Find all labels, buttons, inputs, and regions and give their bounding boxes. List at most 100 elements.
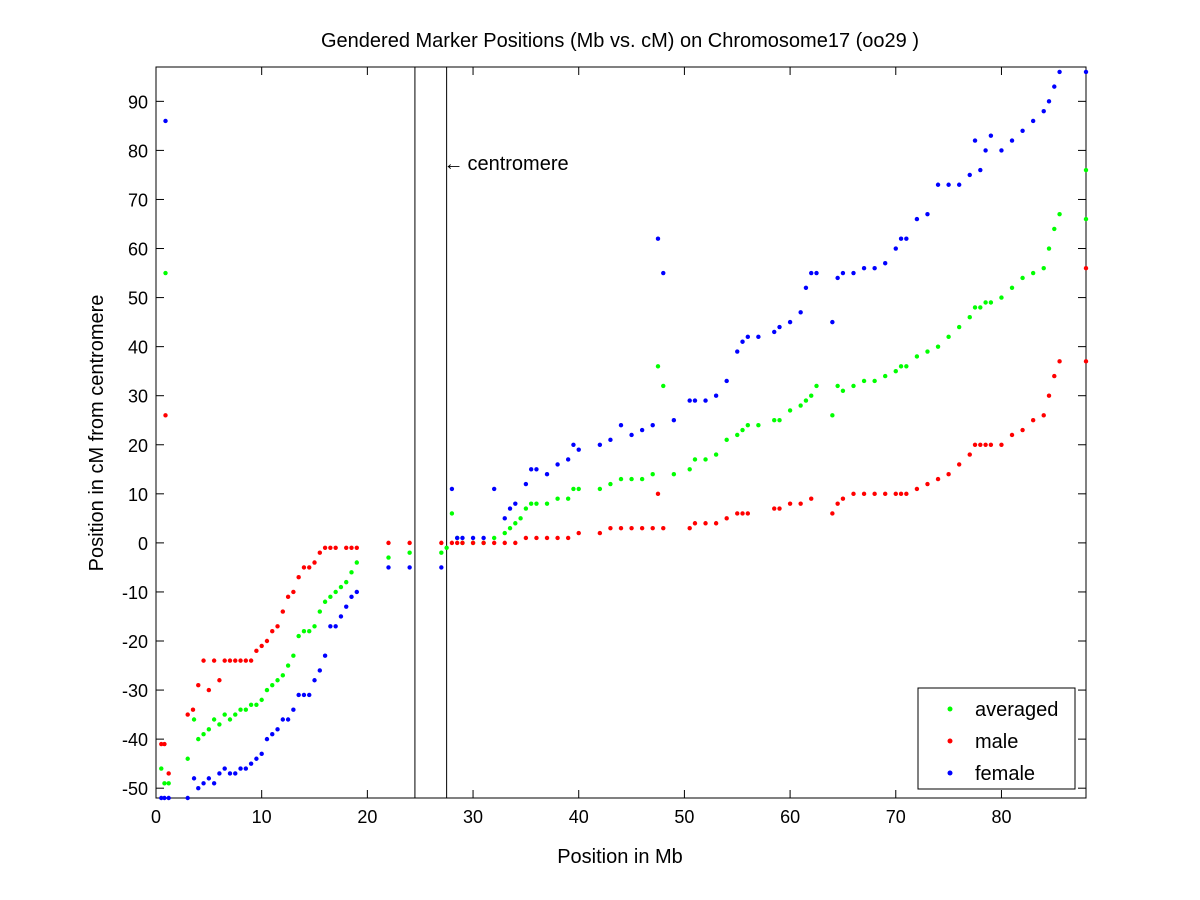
male-point [317,550,323,555]
averaged-point [211,717,217,722]
male-point [787,501,793,506]
averaged-point [835,383,840,389]
averaged-point [518,516,523,521]
y-tick-label: 20 [128,436,148,456]
averaged-point [444,545,449,550]
averaged-point [386,555,391,560]
averaged-point [296,633,301,639]
female-point [988,133,994,138]
averaged-point [1009,285,1015,290]
male-point [608,525,613,531]
averaged-point [528,501,534,506]
averaged-point [544,501,550,506]
x-tick-label: 0 [151,807,161,827]
female-point [270,732,275,737]
male-point [1041,413,1046,418]
averaged-point [291,653,296,658]
averaged-point [756,422,761,428]
series-averaged [159,167,1089,786]
averaged-point [196,736,201,742]
averaged-point [162,781,167,786]
male-point [217,678,222,683]
female-point [534,467,539,472]
female-point [460,535,465,541]
male-point [166,771,171,776]
averaged-point [317,609,323,614]
centromere-label: centromere [467,153,568,175]
x-tick-label: 10 [252,807,272,827]
female-point [972,138,978,143]
averaged-point [777,418,782,423]
male-point [576,530,581,536]
male-point [650,525,655,531]
female-point [191,776,197,781]
averaged-point [344,579,349,585]
averaged-point [803,398,809,403]
averaged-point [608,481,613,487]
male-point [935,476,941,482]
averaged-point [840,388,846,393]
averaged-point [407,550,412,555]
female-point [528,467,534,472]
averaged-point [217,722,222,727]
female-point [449,486,455,492]
female-point [898,236,904,241]
female-point [502,516,507,521]
averaged-point [883,373,888,379]
x-axis-label: Position in Mb [557,846,683,868]
averaged-point [285,663,291,668]
female-point [925,211,930,217]
male-point [983,442,988,447]
female-point [999,148,1004,153]
averaged-point [830,413,835,418]
male-point [460,540,465,546]
male-point [328,545,333,550]
female-point [386,565,391,570]
male-point [259,643,264,649]
averaged-point [322,599,328,604]
averaged-point [491,535,497,541]
female-point [861,265,867,271]
averaged-point [967,315,972,320]
male-point [270,628,275,634]
male-point [851,491,856,497]
female-point [597,442,603,447]
female-point [1030,118,1036,124]
male-point [248,658,254,663]
female-point [259,751,264,757]
female-point [735,349,740,354]
female-point [967,172,972,178]
female-point [307,692,312,698]
averaged-point [571,486,576,492]
x-tick-label: 30 [463,807,483,827]
averaged-point [1030,270,1036,276]
x-tick-label: 60 [780,807,800,827]
averaged-point [988,300,994,305]
male-point [809,496,814,501]
averaged-point [735,432,740,438]
female-point [254,756,259,761]
male-point [999,442,1004,447]
averaged-point [872,378,877,384]
y-tick-label: -50 [122,779,148,799]
y-tick-label: 50 [128,289,148,309]
male-point [798,501,803,506]
female-point [787,319,793,325]
chart-title: Gendered Marker Positions (Mb vs. cM) on… [321,30,919,52]
male-point [333,545,338,550]
female-point [227,771,233,776]
male-point [898,491,904,497]
male-point [925,481,930,487]
male-point [1046,393,1052,398]
male-point [565,535,571,541]
averaged-point [507,525,513,531]
averaged-point [861,378,867,384]
female-point [893,246,898,251]
averaged-point [809,393,814,398]
female-point [454,535,460,541]
averaged-point [523,506,529,511]
female-point [513,501,518,506]
averaged-point [999,295,1004,300]
male-point [914,486,920,492]
